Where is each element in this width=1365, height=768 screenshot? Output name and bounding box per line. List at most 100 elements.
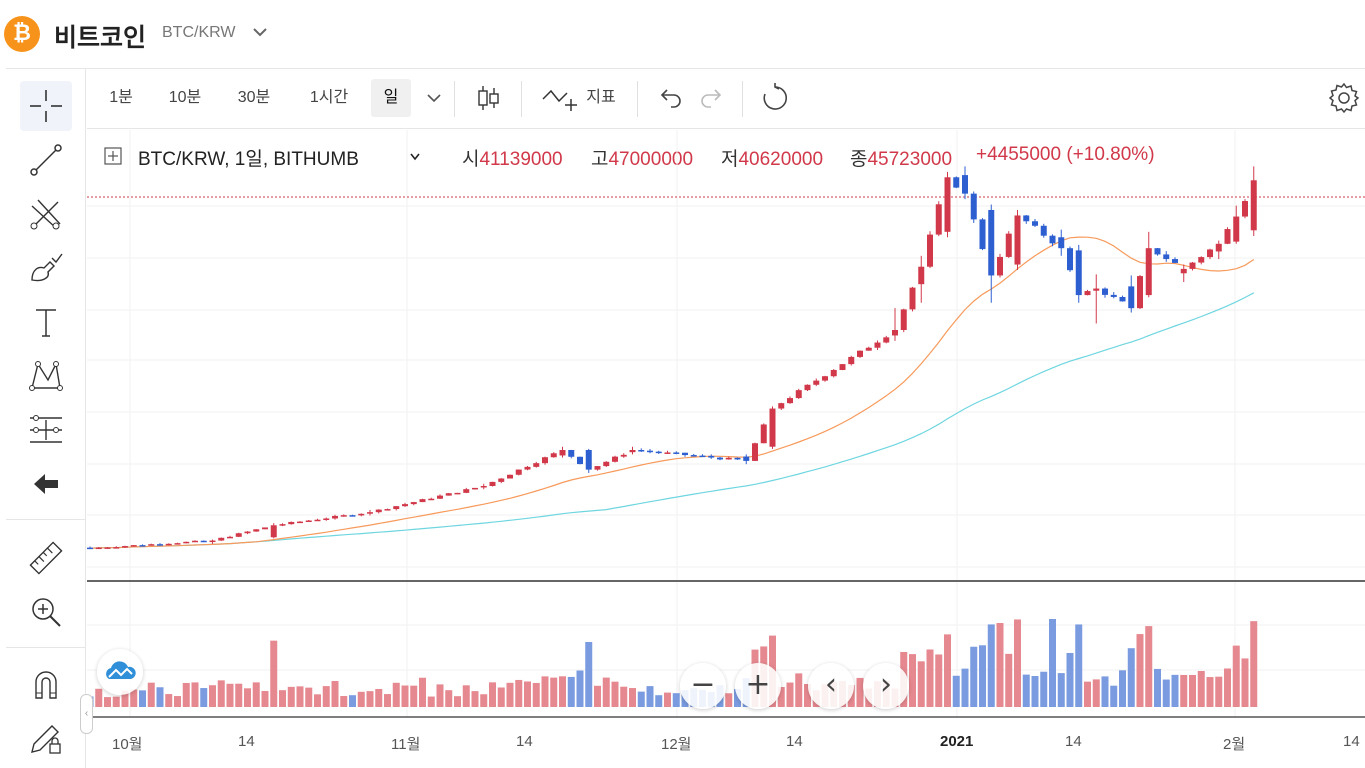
scroll-left-button[interactable]: ‹ — [808, 663, 854, 709]
magnet-tool[interactable] — [20, 659, 72, 709]
scroll-right-button[interactable]: › — [863, 663, 909, 709]
candle — [577, 456, 583, 465]
volume-bar — [156, 687, 164, 707]
candle — [1128, 275, 1135, 313]
volume-bar — [576, 670, 584, 707]
settings-gear-icon[interactable] — [1327, 81, 1361, 115]
volume-bar — [1049, 619, 1056, 707]
volume-bar — [1171, 674, 1179, 707]
toolbar-divider — [637, 81, 638, 117]
zoom-out-button[interactable]: − — [680, 663, 726, 709]
volume-bar — [1127, 648, 1135, 707]
candle — [603, 461, 610, 468]
volume-bar — [856, 677, 864, 707]
candle — [480, 483, 487, 490]
toolbar-divider — [521, 81, 522, 117]
low-value: 40620000 — [738, 149, 824, 170]
prediction-tool[interactable] — [20, 405, 72, 455]
candlestick-type-icon[interactable] — [473, 83, 503, 113]
candle — [445, 492, 452, 496]
candle — [1005, 231, 1012, 258]
candle — [524, 466, 531, 471]
tradingview-logo-button[interactable] — [97, 649, 143, 695]
candle — [454, 492, 461, 495]
open-label: 시 — [462, 149, 480, 170]
price-chart[interactable] — [87, 130, 1365, 768]
chevron-down-icon[interactable] — [421, 85, 447, 111]
candle — [515, 469, 522, 476]
volume-bar — [725, 693, 733, 707]
reset-icon[interactable] — [760, 83, 790, 113]
trend-line-tool[interactable] — [20, 135, 72, 185]
candle — [139, 544, 146, 547]
volume-bar — [1014, 619, 1021, 707]
lock-drawing-tool[interactable] — [20, 713, 72, 763]
symbol-title[interactable]: BTC/KRW, 1일, BITHUMB — [138, 149, 359, 170]
coin-pair[interactable]: BTC/KRW — [162, 24, 236, 41]
indicators-icon[interactable] — [541, 83, 579, 113]
ruler-tool[interactable] — [20, 533, 72, 583]
fib-fan-tool[interactable] — [20, 189, 72, 239]
volume-bar — [804, 684, 811, 707]
volume-bar — [235, 683, 243, 707]
candle — [1049, 234, 1056, 247]
volume-bar — [366, 691, 374, 707]
volume-bar — [1092, 679, 1100, 707]
interval-1hour-button[interactable]: 1시간 — [309, 89, 349, 106]
hide-toolbar-button[interactable] — [20, 459, 72, 509]
candle — [760, 423, 767, 444]
candle — [1172, 257, 1178, 264]
candle — [1084, 289, 1091, 296]
candle — [113, 546, 120, 549]
x-axis-label: 10월 — [112, 736, 143, 753]
x-axis-label: 14 — [1065, 733, 1082, 750]
volume-bar — [471, 691, 479, 707]
volume-bar — [1180, 674, 1188, 707]
x-axis-label: 14 — [238, 733, 255, 750]
text-tool[interactable] — [20, 297, 72, 347]
candle — [1058, 229, 1065, 256]
candle — [892, 308, 898, 341]
chevron-down-icon[interactable] — [250, 22, 270, 42]
volume-bar — [121, 690, 129, 707]
candle — [918, 255, 925, 303]
volume-bar — [314, 694, 321, 707]
candle — [1242, 199, 1248, 219]
x-axis-label: 12월 — [661, 736, 692, 753]
redo-icon[interactable] — [697, 83, 727, 113]
brush-tool[interactable] — [20, 243, 72, 293]
interval-30min-button[interactable]: 30분 — [237, 89, 271, 106]
interval-10min-button[interactable]: 10분 — [168, 89, 202, 106]
volume-bar — [200, 688, 208, 707]
crosshair-tool[interactable] — [20, 81, 72, 131]
pattern-tool[interactable] — [20, 351, 72, 401]
crosshair-icon — [30, 90, 62, 122]
interval-1min-button[interactable]: 1분 — [109, 89, 133, 106]
expand-plus-icon[interactable] — [104, 147, 122, 165]
chevron-down-icon[interactable] — [408, 150, 422, 164]
zoom-in-tool[interactable] — [20, 587, 72, 637]
collapse-handle[interactable]: ‹ — [80, 694, 93, 734]
candle — [559, 446, 566, 458]
candle — [253, 529, 260, 532]
candle — [209, 539, 216, 544]
zoom-in-button[interactable]: + — [735, 663, 781, 709]
candle — [962, 166, 968, 200]
candle — [585, 448, 592, 473]
candle — [1137, 274, 1143, 309]
candle — [349, 514, 356, 517]
candle — [1163, 251, 1170, 262]
candle — [1119, 295, 1126, 302]
brush-icon — [31, 253, 63, 282]
candle — [708, 454, 715, 459]
candle — [795, 388, 802, 399]
candle — [227, 535, 233, 539]
volume-bar — [952, 675, 960, 707]
interval-day-button[interactable]: 일 — [371, 79, 411, 117]
measure-lines-icon — [30, 415, 62, 443]
volume-bar — [209, 685, 216, 707]
candle — [323, 517, 330, 521]
candle — [393, 506, 400, 511]
undo-icon[interactable] — [655, 83, 685, 113]
indicators-label[interactable]: 지표 — [586, 89, 616, 106]
